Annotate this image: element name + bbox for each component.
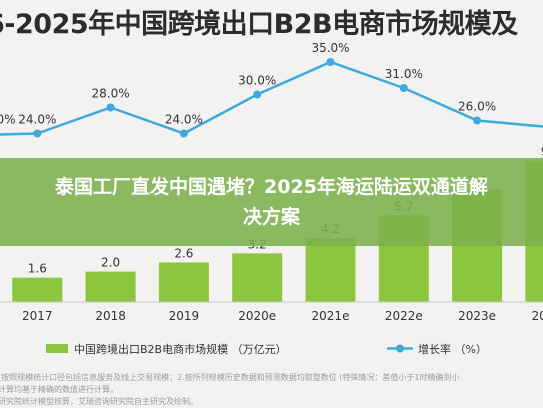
growth-rate-point bbox=[33, 129, 42, 138]
x-tick-label: 2019 bbox=[169, 309, 200, 323]
bar-2021e bbox=[305, 238, 356, 302]
legend-bar-label: 中国跨境出口B2B电商市场规模 （万亿元） bbox=[74, 342, 287, 356]
bar-value-label: 2.0 bbox=[101, 256, 120, 270]
growth-rate-label: 28.0% bbox=[92, 87, 130, 101]
legend-line-marker bbox=[396, 344, 404, 353]
growth-rate-label: 24.0% bbox=[165, 113, 203, 127]
chart-title: 6-2025年中国跨境出口B2B电商市场规模及 bbox=[0, 9, 518, 40]
bar-2018 bbox=[85, 271, 136, 302]
x-tick-label: 2022e bbox=[385, 309, 423, 323]
growth-rate-point bbox=[399, 84, 408, 92]
growth-rate-label: 30.0% bbox=[238, 74, 276, 88]
growth-rate-point bbox=[106, 103, 115, 112]
x-tick-label: 2017 bbox=[22, 309, 53, 323]
bar-2017 bbox=[12, 277, 63, 302]
growth-rate-point bbox=[326, 58, 335, 66]
x-tick-label: 2023e bbox=[458, 309, 496, 323]
growth-rate-label: 26.0% bbox=[458, 100, 496, 114]
growth-rate-label: 31.0% bbox=[385, 67, 423, 81]
x-tick-label: 2018 bbox=[95, 309, 126, 323]
growth-rate-label: 24.0% bbox=[18, 113, 56, 127]
growth-rate-label: 0% bbox=[0, 113, 16, 127]
legend-bar-swatch bbox=[46, 344, 68, 353]
bar-value-label: 1.6 bbox=[28, 262, 47, 276]
footnote-line-1: (按照规模统计口径包括信息服务及线上交易规模；2.按所列规模历史数据和预测数据均… bbox=[0, 373, 460, 382]
bar-value-label: 2.6 bbox=[174, 246, 193, 260]
footnote-line-2: 计算均基于精确的数值进行计算。 bbox=[0, 385, 118, 394]
bar-value-label: 9.3 bbox=[541, 145, 543, 159]
headline-banner[interactable]: 泰国工厂直发中国遇堵？2025年海运陆运双通道解决方案 bbox=[0, 158, 543, 246]
x-tick-label: 2020e bbox=[238, 309, 276, 323]
bar-2019 bbox=[158, 262, 209, 302]
growth-rate-point bbox=[253, 90, 262, 99]
growth-rate-point bbox=[473, 116, 482, 125]
chart-footnote: (按照规模统计口径包括信息服务及线上交易规模；2.按所列规模历史数据和预测数据均… bbox=[0, 372, 543, 408]
headline-text: 泰国工厂直发中国遇堵？2025年海运陆运双通道解决方案 bbox=[55, 176, 488, 228]
x-tick-label: 2024e bbox=[531, 309, 543, 323]
growth-rate-label: 35.0% bbox=[311, 41, 349, 55]
footnote-line-3: 研究院统计模型核算，艾瑞咨询研究院自主研究及绘制。 bbox=[0, 397, 198, 406]
x-tick-label: 2021e bbox=[312, 309, 350, 323]
growth-rate-point bbox=[179, 129, 188, 138]
legend-line-label: 增长率 （%） bbox=[418, 342, 487, 356]
bar-2020e bbox=[232, 253, 283, 302]
